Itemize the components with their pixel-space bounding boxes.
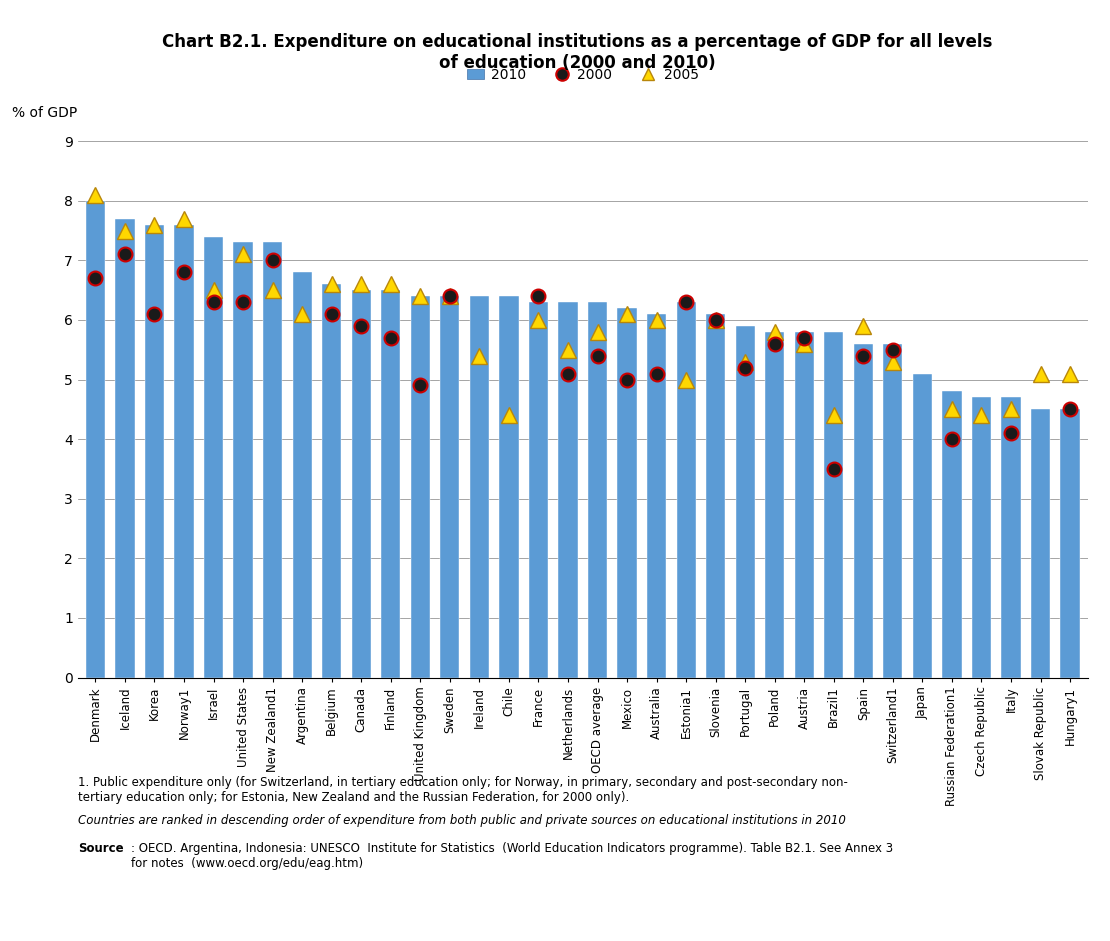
Bar [588,302,607,678]
Bar [233,243,253,678]
Bar [1031,409,1050,678]
Text: % of GDP: % of GDP [12,105,78,120]
Bar [263,243,282,678]
Text: : OECD. Argentina, Indonesia: UNESCO  Institute for Statistics  (World Education: : OECD. Argentina, Indonesia: UNESCO Ins… [131,842,894,870]
Bar [470,296,490,678]
Bar [528,302,548,678]
Bar [825,332,844,678]
Bar [411,296,430,678]
Bar [706,314,725,678]
Bar [352,290,371,678]
Bar [854,343,872,678]
Bar [676,302,696,678]
Bar [441,296,460,678]
Bar [322,284,341,678]
Bar [647,314,666,678]
Bar [765,332,785,678]
Bar [85,200,105,678]
Text: Countries are ranked in descending order of expenditure from both public and pri: Countries are ranked in descending order… [78,814,846,827]
Bar [1001,397,1020,678]
Bar [912,374,932,678]
Bar [500,296,518,678]
Bar [293,272,312,678]
Bar [617,308,637,678]
Bar [942,391,961,678]
Bar [884,343,902,678]
Legend: 2010, 2000, 2005: 2010, 2000, 2005 [462,62,704,88]
Bar [736,326,755,678]
Bar [115,218,134,678]
Bar [204,236,223,678]
Bar [145,225,164,678]
Bar [795,332,814,678]
Text: Chart B2.1. Expenditure on educational institutions as a percentage of GDP for a: Chart B2.1. Expenditure on educational i… [162,33,992,72]
Bar [972,397,991,678]
Bar [1060,409,1080,678]
Text: 1. Public expenditure only (for Switzerland, in tertiary education only; for Nor: 1. Public expenditure only (for Switzerl… [78,776,848,805]
Bar [381,290,401,678]
Text: Source: Source [78,842,123,855]
Bar [174,225,193,678]
Bar [558,302,577,678]
